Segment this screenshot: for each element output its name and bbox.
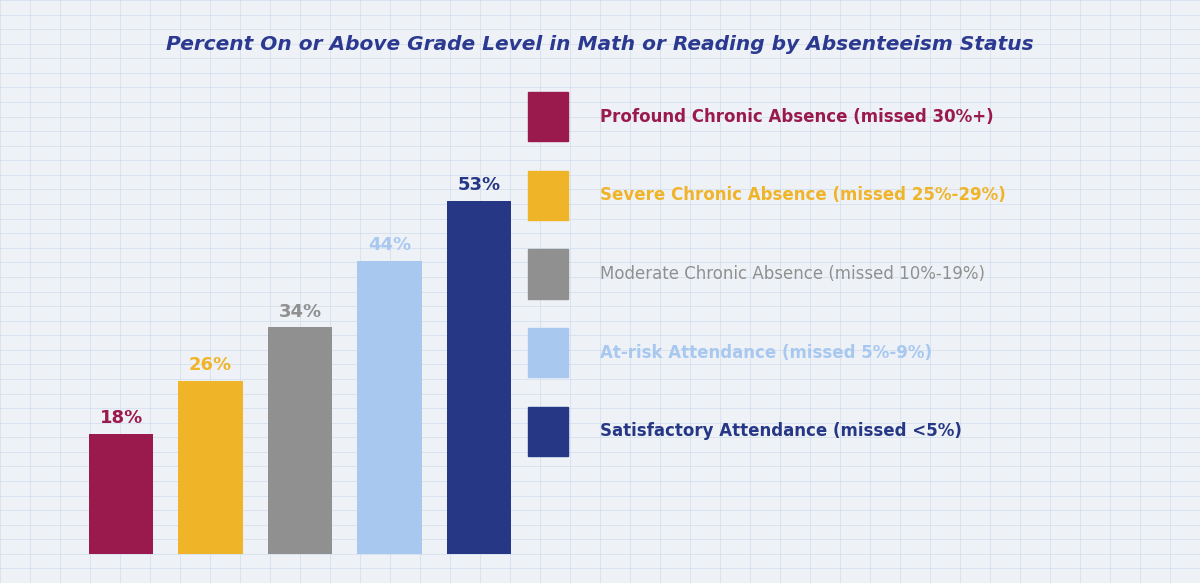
Text: 26%: 26% xyxy=(190,356,232,374)
Bar xyxy=(268,327,332,554)
Text: 53%: 53% xyxy=(457,176,500,194)
Text: 34%: 34% xyxy=(278,303,322,321)
Bar xyxy=(446,201,511,554)
Bar xyxy=(89,434,154,554)
Text: Severe Chronic Absence (missed 25%-29%): Severe Chronic Absence (missed 25%-29%) xyxy=(600,187,1006,204)
Text: 44%: 44% xyxy=(368,236,410,254)
Text: Profound Chronic Absence (missed 30%+): Profound Chronic Absence (missed 30%+) xyxy=(600,108,994,125)
Text: At-risk Attendance (missed 5%-9%): At-risk Attendance (missed 5%-9%) xyxy=(600,344,932,361)
Bar xyxy=(179,381,242,554)
Text: Moderate Chronic Absence (missed 10%-19%): Moderate Chronic Absence (missed 10%-19%… xyxy=(600,265,985,283)
Text: Satisfactory Attendance (missed <5%): Satisfactory Attendance (missed <5%) xyxy=(600,423,962,440)
Bar xyxy=(358,261,421,554)
Text: 18%: 18% xyxy=(100,409,143,427)
Text: Percent On or Above Grade Level in Math or Reading by Absenteeism Status: Percent On or Above Grade Level in Math … xyxy=(166,35,1034,54)
